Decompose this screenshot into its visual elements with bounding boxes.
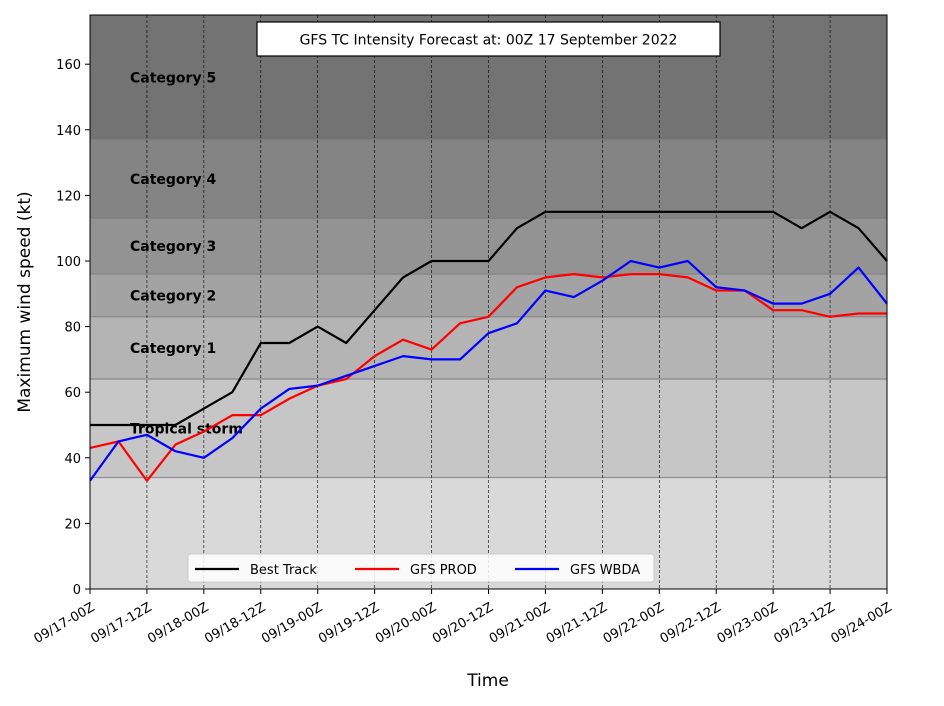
y-tick-label: 80 bbox=[64, 321, 81, 336]
chart-title-box: GFS TC Intensity Forecast at: 00Z 17 Sep… bbox=[256, 21, 721, 57]
x-tick-label: 09/24-00Z bbox=[828, 600, 894, 647]
x-tick-label: 09/22-12Z bbox=[658, 600, 724, 647]
x-tick-label: 09/18-00Z bbox=[145, 600, 211, 647]
band-label: Category 3 bbox=[130, 239, 216, 255]
series-best-track bbox=[90, 210, 888, 427]
legend: Best Track GFS PROD GFS WBDA bbox=[187, 553, 655, 583]
y-tick-label: 0 bbox=[73, 583, 81, 598]
legend-label: GFS PROD bbox=[410, 563, 477, 578]
chart-title: GFS TC Intensity Forecast at: 00Z 17 Sep… bbox=[300, 33, 678, 49]
y-axis-ticks: 0 20 40 60 80 100 120 140 160 bbox=[56, 58, 90, 598]
x-tick-label: 09/19-00Z bbox=[259, 600, 325, 647]
x-tick-label: 09/17-12Z bbox=[88, 600, 154, 647]
y-axis-label: Maximum wind speed (kt) bbox=[15, 191, 35, 412]
x-tick-label: 09/19-12Z bbox=[316, 600, 382, 647]
band-label: Category 1 bbox=[130, 341, 216, 357]
x-tick-label: 09/23-12Z bbox=[772, 600, 838, 647]
x-tick-label: 09/20-12Z bbox=[430, 600, 496, 647]
band-label: Category 5 bbox=[130, 70, 216, 86]
x-axis-label: Time bbox=[466, 671, 509, 691]
y-tick-label: 140 bbox=[56, 124, 81, 139]
y-tick-label: 120 bbox=[56, 189, 81, 204]
series-gfs-wbda bbox=[89, 259, 888, 482]
y-tick-label: 20 bbox=[64, 517, 81, 532]
x-tick-label: 09/17-00Z bbox=[31, 600, 97, 647]
x-tick-label: 09/21-00Z bbox=[487, 600, 553, 647]
band-label: Category 2 bbox=[130, 288, 216, 304]
x-tick-label: 09/23-00Z bbox=[715, 600, 781, 647]
x-tick-label: 09/21-12Z bbox=[544, 600, 610, 647]
vertical-gridlines bbox=[146, 15, 831, 589]
series-lines bbox=[89, 210, 888, 482]
x-tick-label: 09/22-00Z bbox=[601, 600, 667, 647]
series-gfs-prod bbox=[89, 273, 887, 482]
y-tick-label: 60 bbox=[64, 386, 81, 401]
y-tick-label: 40 bbox=[64, 452, 81, 467]
legend-label: GFS WBDA bbox=[570, 563, 640, 578]
band-label: Category 4 bbox=[130, 172, 216, 188]
y-tick-label: 160 bbox=[56, 58, 81, 73]
y-tick-label: 100 bbox=[56, 255, 81, 270]
x-axis-ticks: 09/17-00Z09/17-12Z09/18-00Z09/18-12Z09/1… bbox=[31, 589, 895, 647]
x-tick-label: 09/20-00Z bbox=[373, 600, 439, 647]
x-tick-label: 09/18-12Z bbox=[202, 600, 268, 647]
legend-label: Best Track bbox=[250, 563, 317, 578]
